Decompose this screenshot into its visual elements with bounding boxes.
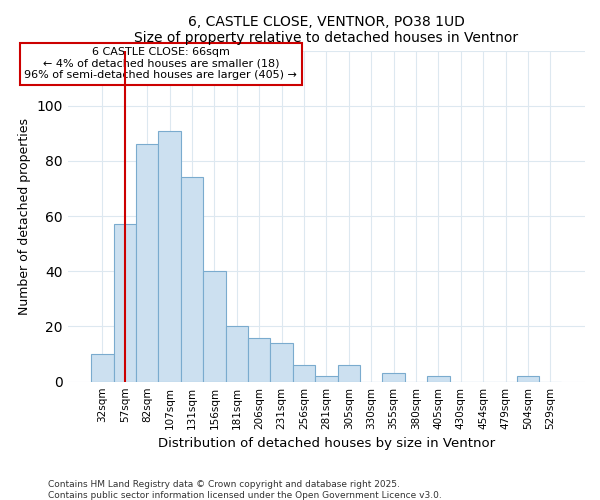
X-axis label: Distribution of detached houses by size in Ventnor: Distribution of detached houses by size … <box>158 437 495 450</box>
Text: 6 CASTLE CLOSE: 66sqm
← 4% of detached houses are smaller (18)
96% of semi-detac: 6 CASTLE CLOSE: 66sqm ← 4% of detached h… <box>25 47 297 80</box>
Bar <box>203 272 226 382</box>
Bar <box>517 376 539 382</box>
Bar <box>315 376 338 382</box>
Bar <box>427 376 449 382</box>
Y-axis label: Number of detached properties: Number of detached properties <box>18 118 31 314</box>
Bar <box>338 365 360 382</box>
Bar <box>181 178 203 382</box>
Bar <box>271 343 293 382</box>
Bar <box>382 374 405 382</box>
Bar <box>136 144 158 382</box>
Bar <box>158 130 181 382</box>
Bar <box>113 224 136 382</box>
Bar <box>293 365 315 382</box>
Bar <box>91 354 113 382</box>
Text: Contains HM Land Registry data © Crown copyright and database right 2025.
Contai: Contains HM Land Registry data © Crown c… <box>48 480 442 500</box>
Bar <box>226 326 248 382</box>
Title: 6, CASTLE CLOSE, VENTNOR, PO38 1UD
Size of property relative to detached houses : 6, CASTLE CLOSE, VENTNOR, PO38 1UD Size … <box>134 15 518 45</box>
Bar <box>248 338 271 382</box>
